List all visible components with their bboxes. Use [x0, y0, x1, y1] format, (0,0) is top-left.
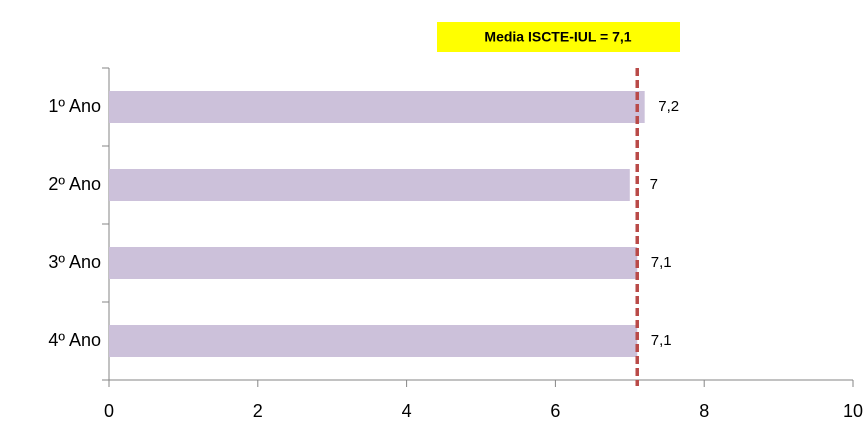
y-tick-label: 1º Ano	[48, 96, 101, 116]
value-label: 7,1	[651, 332, 672, 349]
annotation-box	[437, 22, 680, 52]
bar	[109, 91, 645, 123]
bar	[109, 247, 638, 279]
bar	[109, 325, 638, 357]
y-tick-label: 4º Ano	[48, 330, 101, 350]
x-tick-label: 4	[402, 401, 412, 421]
x-tick-label: 0	[104, 401, 114, 421]
y-tick-label: 2º Ano	[48, 174, 101, 194]
x-tick-label: 6	[550, 401, 560, 421]
bar	[109, 169, 630, 201]
value-label: 7	[650, 176, 658, 193]
annotation: Media ISCTE-IUL = 7,1	[484, 29, 631, 45]
value-label: 7,1	[651, 254, 672, 271]
value-label: 7,2	[658, 98, 679, 115]
x-tick-label: 8	[699, 401, 709, 421]
x-tick-label: 2	[253, 401, 263, 421]
y-tick-label: 3º Ano	[48, 252, 101, 272]
x-tick-label: 10	[843, 401, 863, 421]
